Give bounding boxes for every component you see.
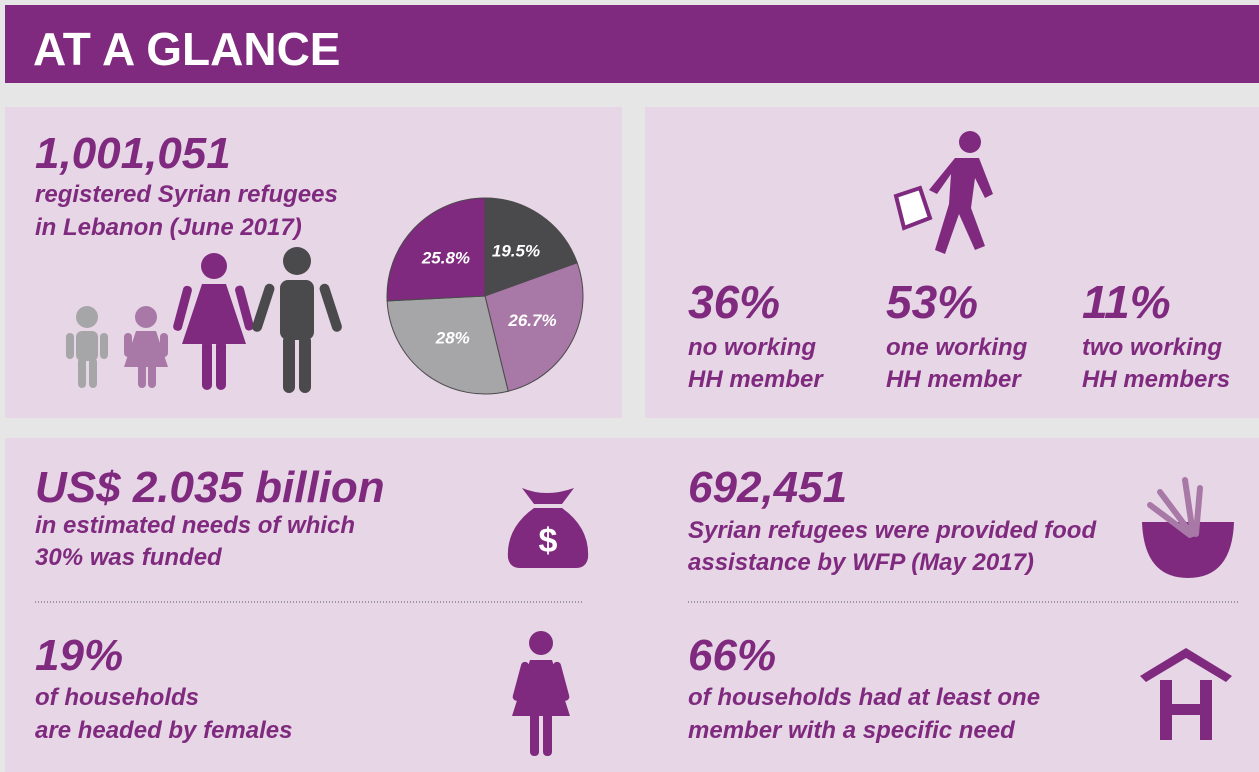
slice-label: 26.7% — [507, 311, 556, 330]
family-icon — [66, 247, 342, 393]
slice-label: 28% — [435, 329, 470, 348]
specific-need-caption: member with a specific need — [688, 717, 1016, 744]
work-label: HH member — [688, 366, 824, 393]
pie-slice — [484, 197, 578, 297]
walking-icon — [893, 131, 993, 254]
food-number: 692,451 — [688, 463, 847, 512]
work-pct: 36% — [688, 276, 780, 328]
pie-slice — [484, 262, 584, 392]
food-caption: Syrian refugees were provided food — [688, 517, 1097, 544]
specific-need-caption: of households had at least one — [688, 684, 1040, 711]
work-pct: 11% — [1082, 276, 1171, 328]
females-caption: are headed by females — [35, 717, 292, 744]
house-icon — [1140, 648, 1232, 740]
slice-label: 19.5% — [492, 241, 540, 260]
female-icon — [512, 631, 570, 756]
needs-caption: in estimated needs of which — [35, 512, 355, 539]
pie-slice — [386, 295, 509, 395]
refugee-caption: in Lebanon (June 2017) — [35, 214, 302, 241]
panel — [645, 107, 1259, 418]
females-number: 19% — [35, 631, 123, 680]
work-label: no working — [688, 334, 816, 361]
needs-caption: 30% was funded — [35, 544, 223, 571]
refugee-caption: registered Syrian refugees — [35, 181, 338, 208]
pie-slice — [386, 197, 486, 302]
svg-text:$: $ — [539, 522, 558, 560]
food-caption: assistance by WFP (May 2017) — [688, 549, 1034, 576]
pie-chart: 19.5% 26.7% 28% 25.8% — [386, 197, 584, 395]
needs-number: US$ 2.035 billion — [35, 463, 385, 512]
header-bar — [5, 5, 1259, 83]
work-label: HH member — [886, 366, 1022, 393]
money-bag-icon: $ — [507, 488, 589, 568]
work-pct: 53% — [886, 276, 978, 328]
refugee-number: 1,001,051 — [35, 129, 231, 178]
females-caption: of households — [35, 684, 199, 711]
work-label: two working — [1082, 334, 1222, 361]
header-title: AT A GLANCE — [33, 23, 341, 75]
slice-label: 25.8% — [421, 248, 470, 267]
work-label: HH members — [1082, 366, 1230, 393]
work-label: one working — [886, 334, 1028, 361]
food-bowl-icon — [1142, 477, 1234, 578]
specific-need-number: 66% — [688, 631, 776, 680]
panel — [5, 438, 1259, 772]
